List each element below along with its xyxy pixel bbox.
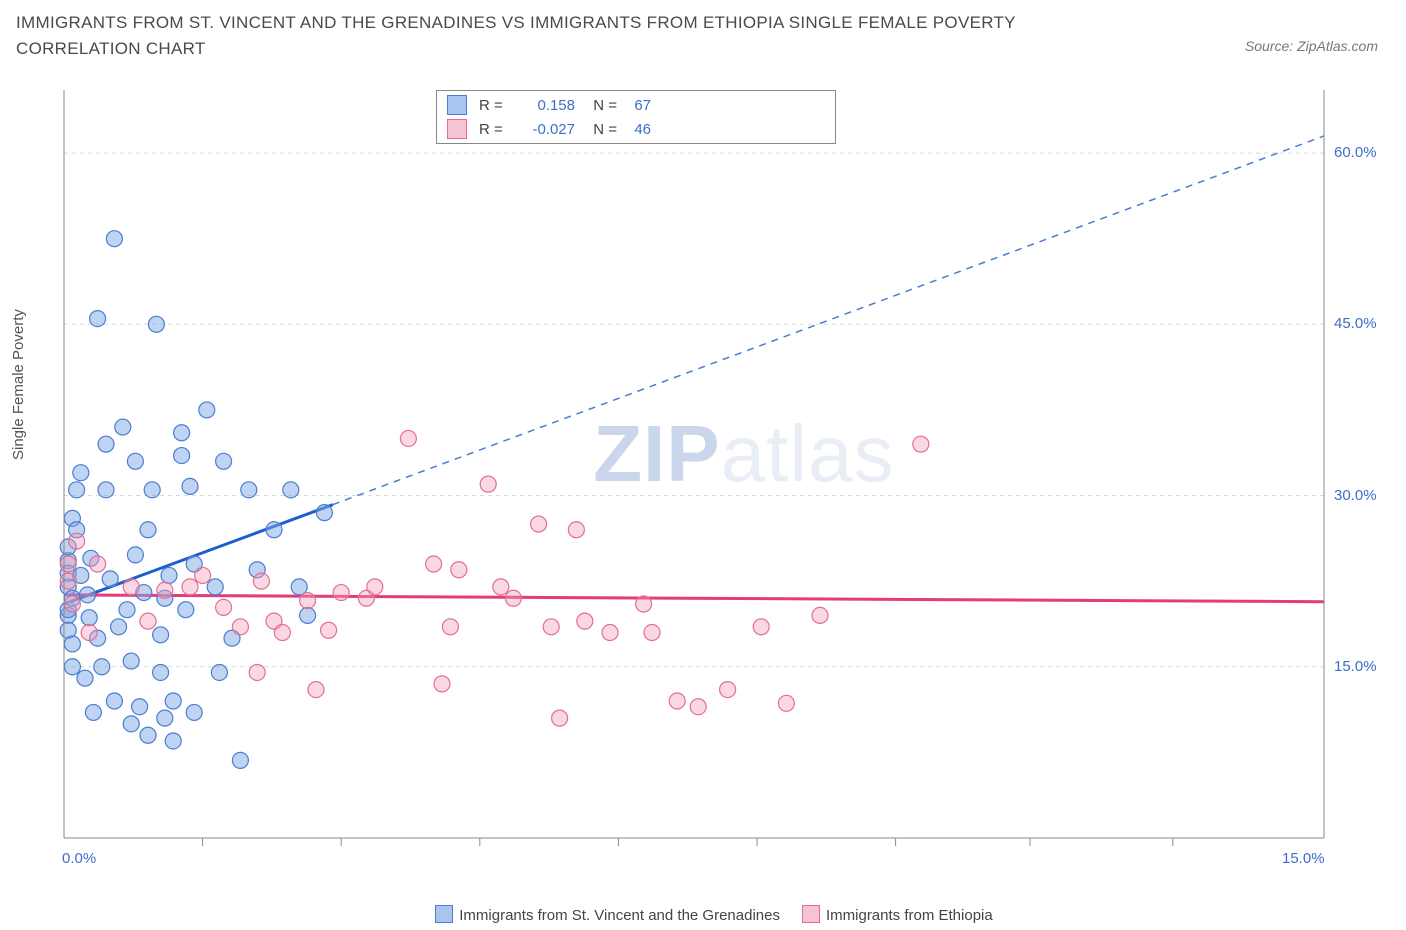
stat-r-label: R =	[479, 121, 511, 138]
stat-n-value: 67	[617, 97, 651, 114]
source-attribution: Source: ZipAtlas.com	[1245, 38, 1378, 54]
chart-title: IMMIGRANTS FROM ST. VINCENT AND THE GREN…	[16, 10, 1116, 61]
stat-r-value: -0.027	[511, 121, 575, 138]
legend-bottom: Immigrants from St. Vincent and the Gren…	[0, 905, 1406, 924]
stat-n-value: 46	[617, 121, 651, 138]
legend-swatch	[447, 119, 467, 139]
legend-label: Immigrants from Ethiopia	[826, 907, 993, 924]
chart-svg	[48, 88, 1386, 878]
y-tick-label: 60.0%	[1334, 144, 1377, 161]
x-tick-label: 0.0%	[62, 850, 96, 867]
y-tick-label: 30.0%	[1334, 487, 1377, 504]
stat-r-value: 0.158	[511, 97, 575, 114]
chart-plot-area: ZIPatlas R =0.158N =67R =-0.027N =46 15.…	[48, 88, 1386, 878]
x-tick-label: 15.0%	[1282, 850, 1325, 867]
y-tick-label: 15.0%	[1334, 658, 1377, 675]
correlation-stats-box: R =0.158 N =67 R =-0.027 N =46	[436, 90, 836, 144]
legend-swatch	[447, 95, 467, 115]
stat-n-label: N =	[581, 97, 617, 114]
stat-r-label: R =	[479, 97, 511, 114]
stats-row: R =-0.027 N =46	[437, 117, 835, 141]
y-tick-label: 45.0%	[1334, 315, 1377, 332]
y-axis-label: Single Female Poverty	[10, 309, 27, 460]
legend-label: Immigrants from St. Vincent and the Gren…	[459, 907, 780, 924]
stats-row: R =0.158 N =67	[437, 93, 835, 117]
stat-n-label: N =	[581, 121, 617, 138]
legend-swatch	[435, 905, 453, 923]
legend-swatch	[802, 905, 820, 923]
